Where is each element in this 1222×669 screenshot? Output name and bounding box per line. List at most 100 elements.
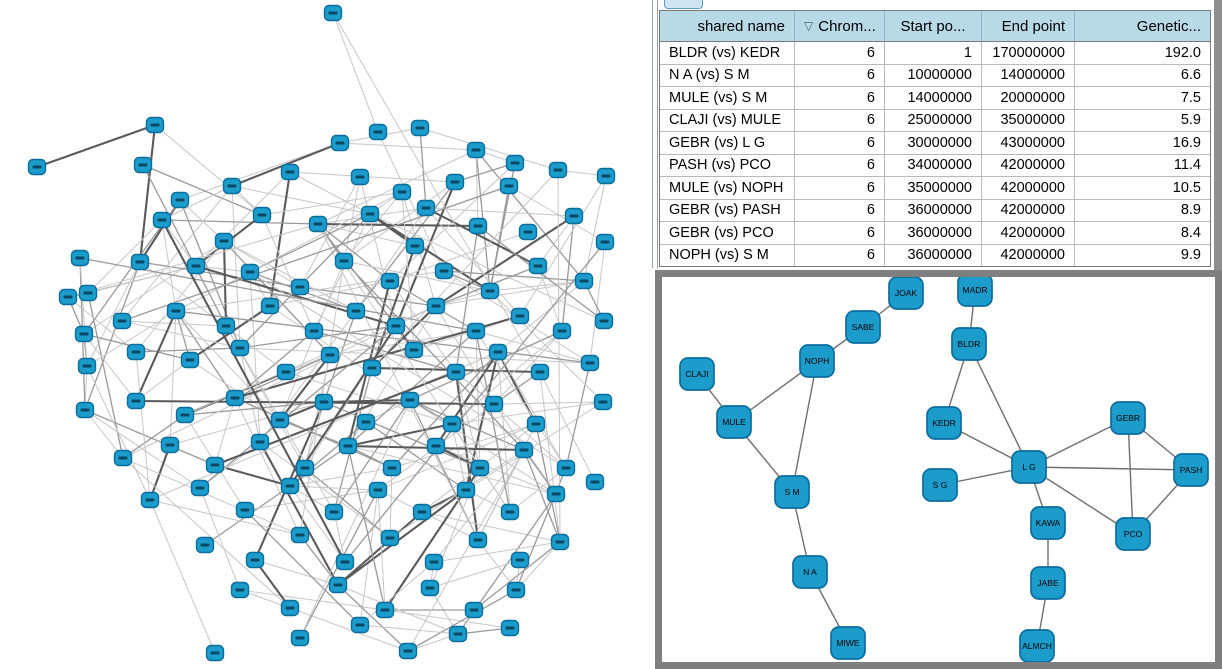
network-node[interactable]: [362, 359, 382, 377]
table-row[interactable]: NOPH (vs) S M 6 36000000 42000000 9.9: [660, 244, 1210, 266]
network-node[interactable]: [434, 262, 454, 280]
subnetwork-node-jabe[interactable]: JABE: [1030, 566, 1066, 600]
network-node[interactable]: [252, 206, 272, 224]
network-node[interactable]: [360, 205, 380, 223]
network-node[interactable]: [180, 351, 200, 369]
network-node[interactable]: [276, 363, 296, 381]
network-node[interactable]: [470, 459, 490, 477]
network-node[interactable]: [290, 278, 310, 296]
column-header-genetic-[interactable]: Genetic...: [1075, 11, 1210, 41]
subnetwork-node-gebr[interactable]: GEBR: [1110, 401, 1146, 435]
network-node[interactable]: [528, 257, 548, 275]
column-header-start-po-[interactable]: Start po...: [885, 11, 982, 41]
subnetwork-node-l-g[interactable]: L G: [1011, 450, 1047, 484]
subnetwork-node-pco[interactable]: PCO: [1115, 517, 1151, 551]
network-node[interactable]: [280, 477, 300, 495]
network-node[interactable]: [240, 263, 260, 281]
network-node[interactable]: [380, 529, 400, 547]
network-node[interactable]: [405, 237, 425, 255]
network-node[interactable]: [585, 473, 605, 491]
subnetwork-node-madr[interactable]: MADR: [957, 277, 993, 307]
network-node[interactable]: [466, 322, 486, 340]
network-node[interactable]: [314, 393, 334, 411]
network-node[interactable]: [214, 232, 234, 250]
network-node[interactable]: [530, 363, 550, 381]
column-header-shared-name[interactable]: shared name: [660, 11, 795, 41]
network-node[interactable]: [190, 479, 210, 497]
network-node[interactable]: [488, 343, 508, 361]
network-node[interactable]: [78, 284, 98, 302]
network-view-panel[interactable]: [0, 0, 650, 669]
sort-filter-icon[interactable]: ▽: [804, 19, 814, 33]
subnetwork-node-n-a[interactable]: N A: [792, 555, 828, 589]
network-node[interactable]: [593, 393, 613, 411]
network-node[interactable]: [70, 249, 90, 267]
network-node[interactable]: [506, 581, 526, 599]
subnetwork-node-pash[interactable]: PASH: [1173, 453, 1209, 487]
network-node[interactable]: [346, 302, 366, 320]
network-node[interactable]: [250, 433, 270, 451]
network-node[interactable]: [468, 531, 488, 549]
network-node[interactable]: [130, 253, 150, 271]
table-row[interactable]: GEBR (vs) L G 6 30000000 43000000 16.9: [660, 132, 1210, 155]
network-node[interactable]: [280, 163, 300, 181]
network-node[interactable]: [398, 642, 418, 660]
network-node[interactable]: [280, 599, 300, 617]
network-node[interactable]: [556, 459, 576, 477]
network-node[interactable]: [500, 619, 520, 637]
network-node[interactable]: [500, 503, 520, 521]
network-node[interactable]: [564, 207, 584, 225]
table-row[interactable]: N A (vs) S M 6 10000000 14000000 6.6: [660, 64, 1210, 87]
subnetwork-node-sabe[interactable]: SABE: [845, 310, 881, 344]
network-node[interactable]: [595, 233, 615, 251]
network-node[interactable]: [27, 158, 47, 176]
network-node[interactable]: [596, 167, 616, 185]
network-node[interactable]: [324, 503, 344, 521]
network-node[interactable]: [133, 156, 153, 174]
network-node[interactable]: [126, 343, 146, 361]
network-node[interactable]: [330, 134, 350, 152]
network-node[interactable]: [550, 533, 570, 551]
column-header-end-point[interactable]: End point: [982, 11, 1075, 41]
table-row[interactable]: CLAJI (vs) MULE 6 25000000 35000000 5.9: [660, 109, 1210, 132]
network-node[interactable]: [350, 168, 370, 186]
network-node[interactable]: [334, 252, 354, 270]
table-panel-tab[interactable]: [664, 0, 703, 9]
network-node[interactable]: [75, 401, 95, 419]
network-node[interactable]: [466, 141, 486, 159]
network-node[interactable]: [270, 411, 290, 429]
network-node[interactable]: [74, 325, 94, 343]
network-node[interactable]: [548, 161, 568, 179]
network-node[interactable]: [420, 579, 440, 597]
network-node[interactable]: [225, 389, 245, 407]
network-node[interactable]: [468, 217, 488, 235]
network-node[interactable]: [195, 536, 215, 554]
network-node[interactable]: [368, 123, 388, 141]
network-node[interactable]: [205, 456, 225, 474]
network-node[interactable]: [112, 312, 132, 330]
table-row[interactable]: MULE (vs) S M 6 14000000 20000000 7.5: [660, 87, 1210, 110]
network-node[interactable]: [170, 191, 190, 209]
network-node[interactable]: [290, 629, 310, 647]
network-node[interactable]: [230, 339, 250, 357]
network-node[interactable]: [308, 215, 328, 233]
column-header-chrom-[interactable]: ▽ Chrom...: [795, 11, 885, 41]
network-node[interactable]: [446, 363, 466, 381]
network-node[interactable]: [216, 317, 236, 335]
network-node[interactable]: [426, 297, 446, 315]
network-node[interactable]: [295, 459, 315, 477]
subnetwork-node-almch[interactable]: ALMCH: [1019, 629, 1055, 662]
network-node[interactable]: [424, 553, 444, 571]
subnetwork-node-claji[interactable]: CLAJI: [679, 357, 715, 391]
network-node[interactable]: [77, 357, 97, 375]
network-node[interactable]: [456, 481, 476, 499]
network-node[interactable]: [356, 413, 376, 431]
network-node[interactable]: [235, 501, 255, 519]
network-node[interactable]: [442, 415, 462, 433]
network-node[interactable]: [166, 302, 186, 320]
network-node[interactable]: [526, 415, 546, 433]
subnetwork-node-s-m[interactable]: S M: [774, 475, 810, 509]
table-row[interactable]: PASH (vs) PCO 6 34000000 42000000 11.4: [660, 154, 1210, 177]
network-node[interactable]: [518, 223, 538, 241]
network-node[interactable]: [580, 354, 600, 372]
